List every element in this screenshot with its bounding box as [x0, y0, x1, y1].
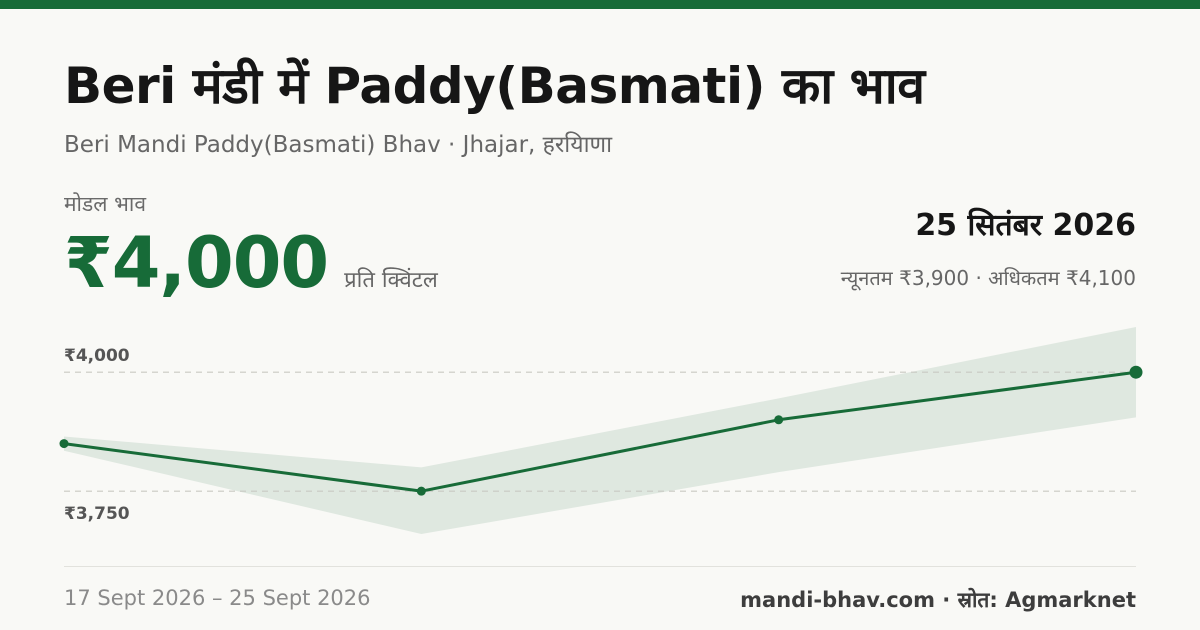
- top-accent-bar: [0, 0, 1200, 9]
- y-tick-label: ₹3,750: [64, 504, 130, 524]
- modal-price-line: [63, 370, 1137, 493]
- data-point: [59, 439, 69, 449]
- price-date: 25 सितंबर 2026: [915, 208, 1136, 243]
- modal-price: ₹4,000 प्रति क्विंटल: [64, 222, 438, 304]
- price-range: न्यूनतम ₹3,900 · अधिकतम ₹4,100: [840, 266, 1136, 290]
- modal-price-label: मोडल भाव: [64, 192, 147, 216]
- data-point: [774, 415, 784, 425]
- footer-divider: [64, 566, 1136, 567]
- price-unit: प्रति क्विंटल: [344, 268, 438, 293]
- price-chart: ₹4,000 ₹3,750: [59, 327, 1143, 534]
- footer-source: mandi-bhav.com · स्रोत: Agmarknet: [740, 588, 1136, 612]
- page-title: Beri मंडी में Paddy(Basmati) का भाव: [64, 57, 925, 115]
- page-subtitle: Beri Mandi Paddy(Basmati) Bhav · Jhajar,…: [64, 132, 613, 158]
- data-point: [1129, 365, 1143, 379]
- footer-date-range: 17 Sept 2026 – 25 Sept 2026: [64, 586, 371, 610]
- y-tick-label: ₹4,000: [64, 346, 130, 366]
- modal-price-value: ₹4,000: [64, 222, 329, 304]
- data-point: [416, 486, 426, 496]
- min-max-band: [64, 327, 1136, 534]
